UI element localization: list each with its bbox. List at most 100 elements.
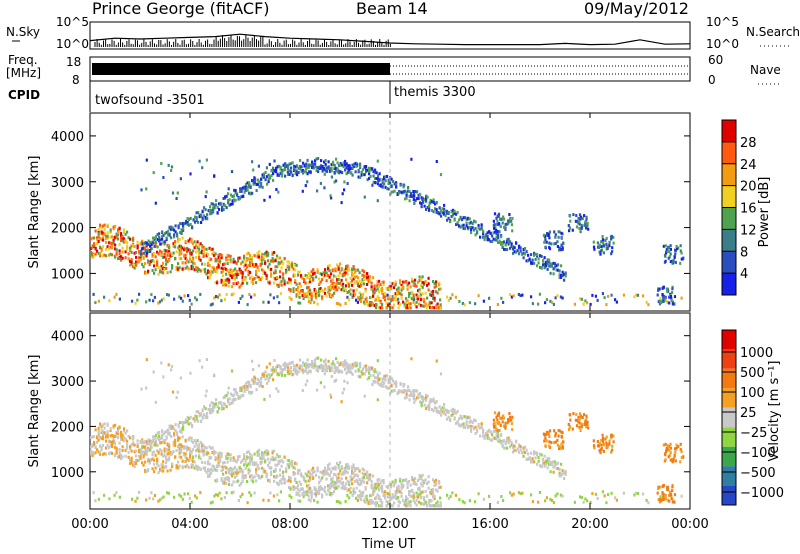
velocity-cell: [369, 374, 372, 378]
power-cell: [344, 168, 347, 172]
power-cell: [288, 169, 291, 173]
power-cell: [376, 199, 379, 203]
power-cell: [345, 288, 348, 292]
power-cell: [589, 302, 592, 306]
power-cell: [579, 230, 582, 234]
velocity-cell: [415, 503, 418, 507]
velocity-cell: [584, 497, 587, 501]
power-cell: [196, 240, 199, 244]
velocity-cell: [220, 452, 223, 456]
power-cell: [229, 260, 232, 264]
velocity-cell: [307, 479, 310, 483]
power-cell: [438, 287, 441, 291]
power-cell: [267, 251, 270, 255]
power-cell: [548, 236, 551, 240]
velocity-cell: [387, 386, 390, 390]
velocity-cell: [319, 478, 322, 482]
power-cell: [361, 296, 364, 300]
velocity-cell: [220, 477, 223, 481]
velocity-cell: [141, 441, 144, 445]
power-cell: [316, 269, 319, 273]
velocity-cell: [292, 473, 295, 476]
power-cell: [295, 288, 298, 292]
power-cell: [206, 217, 209, 221]
power-cell: [321, 297, 324, 301]
power-cell: [288, 267, 291, 271]
power-cell: [151, 268, 154, 272]
velocity-cell: [273, 469, 276, 473]
velocity-cell: [143, 450, 146, 454]
power-cell: [600, 240, 603, 244]
colorbar-segment: [722, 251, 736, 274]
power-cell: [330, 196, 333, 200]
velocity-cell: [297, 487, 300, 491]
power-cell: [253, 254, 256, 258]
velocity-cell: [368, 369, 371, 373]
velocity-cell: [333, 481, 336, 485]
velocity-cell: [123, 429, 126, 433]
power-cell: [342, 282, 345, 286]
power-cell: [647, 303, 650, 307]
velocity-cell: [144, 460, 147, 464]
velocity-cell: [324, 469, 327, 473]
velocity-cell: [424, 478, 427, 482]
velocity-cell: [409, 490, 412, 493]
power-cell: [234, 189, 237, 192]
colorbar-segment: [722, 207, 736, 230]
velocity-cell: [294, 477, 297, 481]
power-cell: [112, 225, 115, 229]
velocity-cell: [250, 493, 253, 497]
velocity-cell: [276, 481, 279, 485]
power-cell: [170, 225, 173, 229]
power-cell: [351, 279, 354, 283]
velocity-cell: [146, 440, 149, 444]
power-cell: [428, 204, 431, 208]
power-cell: [225, 267, 228, 271]
power-cell: [117, 257, 120, 261]
velocity-cell: [257, 377, 260, 381]
velocity-cell: [432, 488, 435, 492]
velocity-cell: [372, 500, 375, 504]
power-cell: [261, 173, 264, 177]
velocity-cell: [436, 500, 439, 504]
velocity-cell: [195, 440, 198, 444]
power-cell: [440, 214, 443, 218]
power-cell: [363, 195, 366, 199]
velocity-cell: [226, 475, 229, 479]
velocity-cell: [412, 496, 415, 499]
power-cell: [372, 170, 375, 174]
power-cell: [467, 216, 470, 220]
power-cell: [282, 272, 285, 276]
power-cell: [669, 248, 672, 251]
velocity-cell: [203, 405, 206, 409]
velocity-cell: [390, 497, 393, 501]
velocity-cell: [443, 411, 446, 415]
power-cell: [186, 258, 189, 262]
power-cell: [133, 266, 136, 270]
power-cell: [280, 266, 283, 270]
power-cell: [562, 242, 565, 246]
power-cell: [435, 304, 438, 308]
power-cell: [240, 195, 243, 199]
velocity-cell: [223, 465, 226, 469]
velocity-cell: [207, 467, 210, 471]
velocity-cell: [242, 393, 245, 397]
velocity-cell: [431, 399, 434, 402]
power-cell: [606, 246, 609, 250]
power-cell: [246, 258, 249, 262]
power-cell: [159, 238, 162, 242]
power-cell: [348, 290, 351, 293]
velocity-cell: [202, 444, 205, 448]
colorbar-tick-label: 28: [740, 136, 757, 151]
power-cell: [192, 257, 195, 261]
velocity-cell: [399, 479, 402, 483]
velocity-cell: [384, 490, 387, 494]
velocity-cell: [343, 468, 346, 472]
velocity-cell: [374, 368, 377, 371]
velocity-cell: [133, 465, 136, 469]
velocity-cell: [427, 480, 430, 484]
velocity-cell: [214, 468, 217, 472]
velocity-cell: [282, 460, 285, 464]
velocity-cell: [181, 435, 184, 439]
